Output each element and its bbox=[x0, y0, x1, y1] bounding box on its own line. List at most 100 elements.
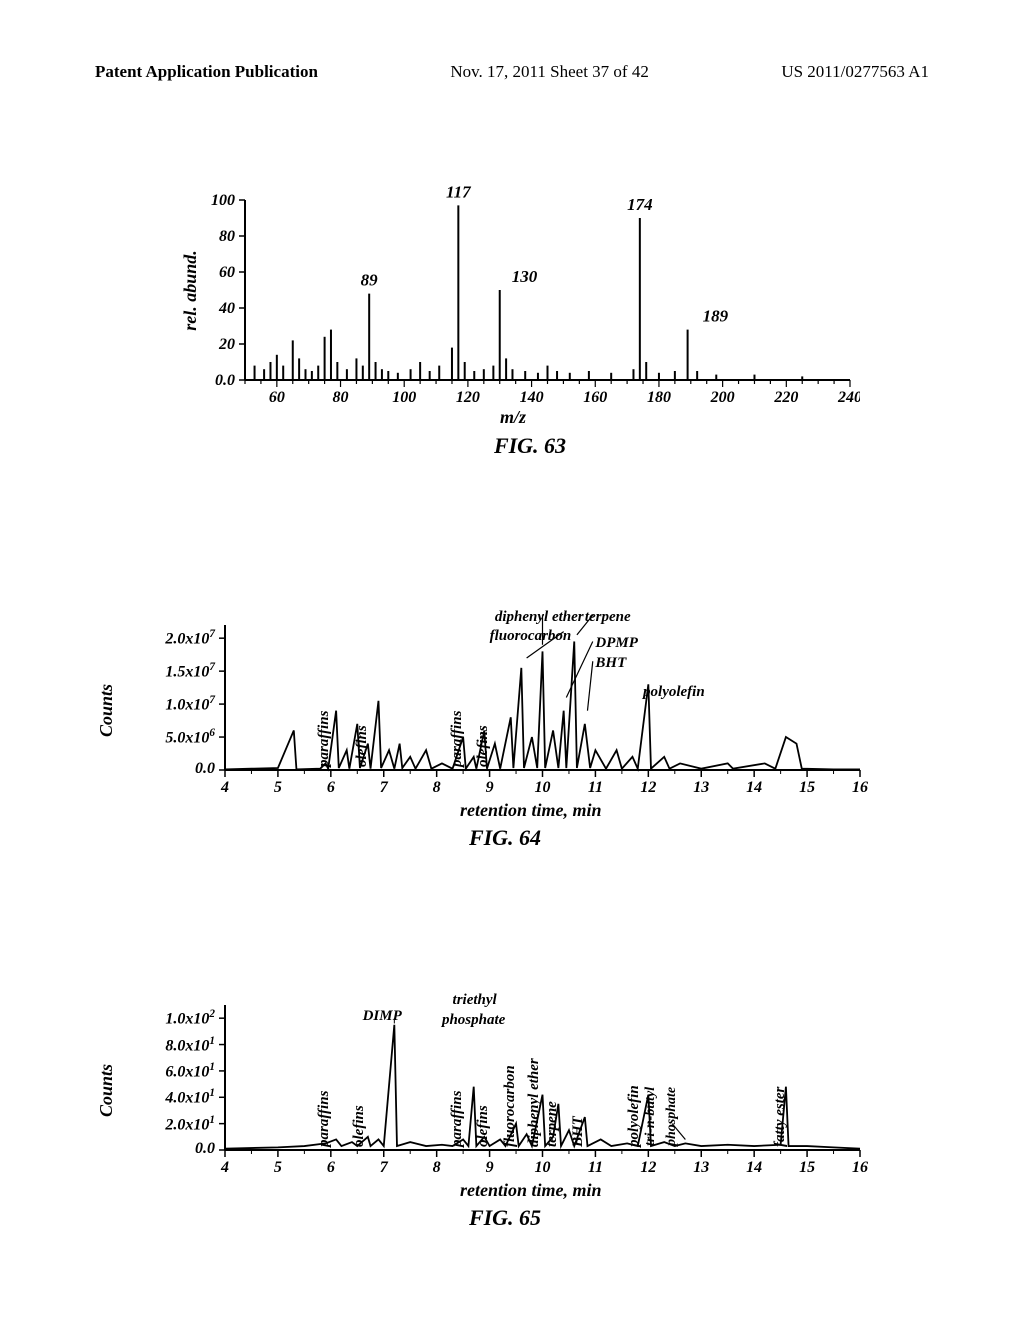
y-tick-label: 8.0x101 bbox=[140, 1035, 215, 1055]
svg-text:0.0: 0.0 bbox=[215, 372, 235, 389]
svg-text:12: 12 bbox=[640, 1159, 656, 1176]
svg-text:9: 9 bbox=[486, 779, 494, 796]
figure-65: 45678910111213141516 Counts retention ti… bbox=[140, 920, 870, 1230]
svg-text:180: 180 bbox=[647, 389, 671, 406]
fig64-title: FIG. 64 bbox=[140, 825, 870, 851]
svg-text:60: 60 bbox=[269, 389, 285, 406]
svg-text:15: 15 bbox=[799, 779, 815, 796]
y-tick-label: 0.0 bbox=[140, 1140, 215, 1158]
fig65-y-label: Counts bbox=[96, 1064, 117, 1117]
svg-text:10: 10 bbox=[535, 1159, 551, 1176]
y-tick-label: 4.0x101 bbox=[140, 1087, 215, 1107]
svg-text:4: 4 bbox=[220, 1159, 229, 1176]
y-tick-label: 1.0x102 bbox=[140, 1008, 215, 1028]
svg-text:14: 14 bbox=[746, 779, 762, 796]
fig63-chart: 0.0 20 40 60 80 100 60 80 100 120 140 160 180 200 220 2… bbox=[200, 185, 860, 415]
peak-annotation: triethyl bbox=[453, 992, 497, 1009]
svg-text:5: 5 bbox=[274, 1159, 282, 1176]
fig63-title: FIG. 63 bbox=[200, 433, 860, 459]
page-header: Patent Application Publication Nov. 17, … bbox=[95, 62, 929, 82]
svg-text:8: 8 bbox=[433, 779, 441, 796]
peak-annotation: BHT bbox=[595, 655, 626, 672]
svg-text:60: 60 bbox=[219, 264, 235, 281]
peak-annotation: phosphate bbox=[442, 1012, 505, 1029]
svg-text:7: 7 bbox=[380, 1159, 389, 1176]
peak-annotation: fatty ester bbox=[772, 1087, 789, 1147]
peak-annotation: polyolefin bbox=[643, 684, 705, 701]
fig65-title: FIG. 65 bbox=[140, 1205, 870, 1231]
peak-annotation: DIMP bbox=[363, 1008, 402, 1025]
fig65-x-label: retention time, min bbox=[460, 1180, 602, 1201]
svg-text:11: 11 bbox=[588, 1159, 603, 1176]
peak-annotation: phosphate bbox=[664, 1087, 680, 1146]
peak-annotation: paraffins bbox=[449, 1091, 466, 1147]
peak-annotation: fluorocarbon bbox=[502, 1065, 519, 1147]
svg-text:174: 174 bbox=[627, 195, 653, 214]
svg-text:220: 220 bbox=[773, 389, 798, 406]
peak-annotation: fluorocarbon bbox=[490, 628, 572, 645]
peak-annotation: polyolefin bbox=[626, 1085, 643, 1147]
svg-text:120: 120 bbox=[456, 389, 480, 406]
y-tick-label: 0.0 bbox=[140, 760, 215, 778]
fig64-chart: 4 5 6 7 8 9 10 11 12 13 14 15 16 bbox=[140, 550, 870, 800]
peak-annotation: terpene bbox=[544, 1101, 561, 1147]
peak-annotation: tri-n-butyl bbox=[643, 1087, 659, 1146]
peak-annotation: paraffins bbox=[449, 711, 466, 767]
svg-text:10: 10 bbox=[535, 779, 551, 796]
fig63-y-label: rel. abund. bbox=[180, 250, 201, 331]
svg-text:140: 140 bbox=[520, 389, 544, 406]
y-tick-label: 6.0x101 bbox=[140, 1061, 215, 1081]
y-tick-label: 1.5x107 bbox=[140, 661, 215, 681]
svg-text:130: 130 bbox=[512, 267, 538, 286]
peak-annotation: BHT bbox=[570, 1116, 587, 1147]
svg-text:14: 14 bbox=[746, 1159, 762, 1176]
fig63-x-label: m/z bbox=[500, 407, 526, 428]
svg-text:13: 13 bbox=[693, 779, 709, 796]
svg-text:100: 100 bbox=[211, 192, 235, 209]
svg-text:6: 6 bbox=[327, 779, 335, 796]
peak-annotation: olefins bbox=[475, 1105, 492, 1147]
svg-text:9: 9 bbox=[486, 1159, 494, 1176]
svg-text:80: 80 bbox=[219, 228, 235, 245]
svg-text:15: 15 bbox=[799, 1159, 815, 1176]
svg-text:240: 240 bbox=[837, 389, 860, 406]
y-tick-label: 2.0x107 bbox=[140, 628, 215, 648]
peak-annotation: paraffins bbox=[316, 711, 333, 767]
svg-text:11: 11 bbox=[588, 779, 603, 796]
svg-text:6: 6 bbox=[327, 1159, 335, 1176]
peak-annotation: olefins bbox=[351, 1105, 368, 1147]
svg-text:80: 80 bbox=[333, 389, 349, 406]
svg-text:160: 160 bbox=[583, 389, 607, 406]
header-right: US 2011/0277563 A1 bbox=[781, 62, 929, 82]
peak-annotation: diphenyl ether bbox=[495, 609, 584, 626]
svg-text:16: 16 bbox=[852, 779, 868, 796]
peak-annotation: terpene bbox=[585, 609, 631, 626]
peak-annotation: DPMP bbox=[595, 635, 638, 652]
svg-text:5: 5 bbox=[274, 779, 282, 796]
svg-text:40: 40 bbox=[218, 300, 235, 317]
header-left: Patent Application Publication bbox=[95, 62, 318, 82]
fig64-y-label: Counts bbox=[96, 684, 117, 737]
peak-annotation: olefins bbox=[354, 725, 371, 767]
fig64-x-label: retention time, min bbox=[460, 800, 602, 821]
svg-text:13: 13 bbox=[693, 1159, 709, 1176]
peak-annotation: diphenyl ether bbox=[526, 1058, 543, 1147]
svg-text:20: 20 bbox=[218, 336, 235, 353]
svg-text:8: 8 bbox=[433, 1159, 441, 1176]
svg-text:4: 4 bbox=[220, 779, 229, 796]
figure-63: 0.0 20 40 60 80 100 60 80 100 120 140 160 180 200 220 2… bbox=[200, 185, 860, 465]
peak-annotation: paraffins bbox=[316, 1091, 333, 1147]
svg-text:200: 200 bbox=[710, 389, 735, 406]
svg-text:89: 89 bbox=[361, 271, 379, 290]
svg-text:12: 12 bbox=[640, 779, 656, 796]
header-center: Nov. 17, 2011 Sheet 37 of 42 bbox=[450, 62, 648, 82]
y-tick-label: 2.0x101 bbox=[140, 1114, 215, 1134]
svg-text:16: 16 bbox=[852, 1159, 868, 1176]
peak-annotation: olefins bbox=[475, 725, 492, 767]
svg-text:7: 7 bbox=[380, 779, 389, 796]
y-tick-label: 1.0x107 bbox=[140, 694, 215, 714]
svg-text:189: 189 bbox=[703, 307, 729, 326]
svg-text:100: 100 bbox=[392, 389, 416, 406]
svg-text:117: 117 bbox=[446, 185, 472, 201]
y-tick-label: 5.0x106 bbox=[140, 727, 215, 747]
